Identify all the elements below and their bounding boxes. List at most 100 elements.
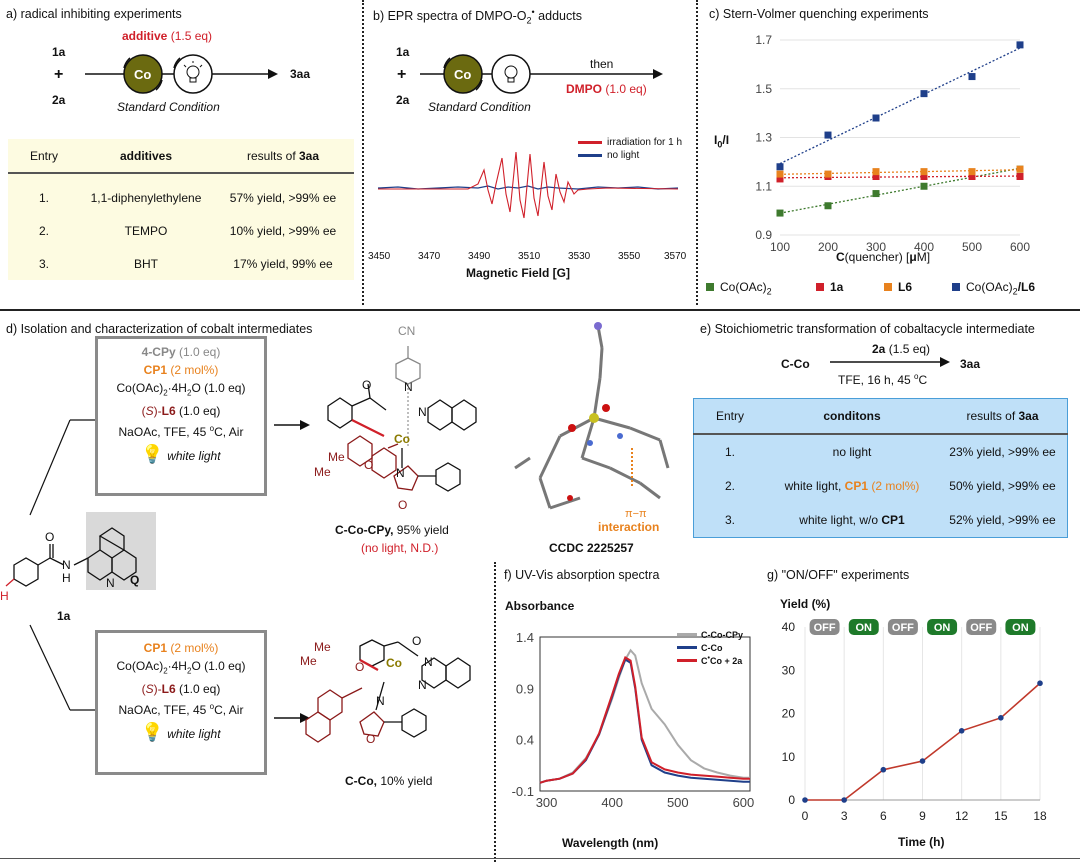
panel-d-connectors	[29, 419, 310, 723]
x-tick-label: 18	[1033, 809, 1047, 823]
cell: white light, CP1 (2 mol%)	[766, 469, 938, 503]
panel-b-title-post: adducts	[534, 9, 582, 24]
data-point-1a	[968, 173, 976, 180]
atom-n-p2a: N	[424, 655, 433, 669]
plus-sign-b: +	[397, 66, 407, 83]
data-point	[998, 715, 1004, 721]
legend-item: 1a	[816, 280, 843, 294]
condition-b: Standard Condition	[428, 100, 531, 114]
table-row: 1. 1,1-diphenylethylene 57% yield, >99% ee	[8, 173, 354, 214]
atom-n-q: N	[106, 576, 115, 590]
data-point-Co(OAc)2/L6	[824, 131, 832, 139]
x-tick-label: 200	[818, 240, 838, 254]
col-entry: Entry	[715, 409, 744, 423]
legend-swatch-navy	[578, 154, 602, 157]
cell: BHT	[134, 256, 158, 271]
spectrum-C-Co-CPy	[539, 648, 750, 784]
spectrum-C•Co + 2a	[539, 656, 750, 784]
panel-a-table: Entry additives results of 3aa 1. 1,1-dip…	[8, 139, 354, 280]
divider-bc	[696, 0, 698, 305]
data-point	[958, 728, 965, 734]
data-point-1a	[872, 173, 880, 180]
x-tick-label: 3	[841, 809, 848, 823]
sv-ylabel-main: I	[714, 133, 718, 147]
cond-s: S	[145, 682, 154, 697]
reactant-1a-b: 1a	[396, 45, 410, 59]
divider-bottom	[0, 858, 1080, 859]
legend-item: C-Co-CPy	[677, 628, 743, 641]
x-tick-label: 600	[1010, 240, 1030, 254]
legend-label: no light	[607, 150, 640, 161]
epr-xlabel: Magnetic Field [G]	[466, 266, 571, 280]
sv-xlabel-mu: μ	[909, 250, 917, 264]
prod1-yield: 95% yield	[393, 523, 449, 537]
table-row: 3. BHT 17% yield, 99% ee	[8, 247, 354, 280]
sub: 2	[186, 666, 192, 676]
x-tick-label: 0	[802, 809, 809, 823]
divider-ab	[362, 0, 364, 305]
cell-text: (2 mol%)	[868, 479, 920, 493]
cond-4cpy-eq: (1.0 eq)	[175, 345, 221, 359]
tick-label: 3550	[618, 251, 641, 262]
atom-o-p2b: O	[355, 660, 365, 674]
y-tick-label: 1.3	[755, 131, 772, 145]
dmpo-word: DMPO	[566, 82, 602, 96]
lightbulb-icon: 💡	[141, 444, 164, 465]
tick-label: 3450	[368, 251, 391, 262]
sub: 2	[163, 666, 168, 676]
data-point	[841, 797, 847, 803]
cell-text: white light,	[784, 479, 845, 493]
cell: 23% yield, >99% ee	[949, 445, 1056, 460]
legend-label: C	[701, 656, 708, 666]
legend-item: C•Co + 2a	[677, 654, 743, 667]
tick-label: 3490	[468, 251, 491, 262]
reagent-2a: 2a (1.5 eq)	[872, 342, 930, 356]
badge-label: ON	[1012, 622, 1029, 634]
col-conditions: conditons	[823, 409, 881, 423]
atom-cn: CN	[398, 324, 416, 338]
data-point-Co(OAc)2/L6	[872, 114, 880, 122]
cell: 2.	[38, 223, 49, 238]
x-tick-label: 300	[536, 795, 558, 810]
cell-cp1: CP1	[844, 479, 869, 493]
data-point-L6	[776, 170, 784, 178]
prod2-yield: 10% yield	[377, 774, 433, 788]
sv-ylabel-post: /I	[722, 133, 730, 147]
data-point-1a	[920, 173, 928, 180]
cond-cp1: CP1	[143, 363, 167, 377]
legend-label: L6	[898, 280, 913, 294]
badge-on	[1005, 619, 1036, 635]
sv-ylabel-sub: 0	[717, 139, 723, 150]
cond-cp1: CP1	[143, 641, 167, 655]
atom-n-p1c: N	[396, 466, 405, 480]
legend-label: 1a	[830, 280, 844, 294]
badge-label: OFF	[892, 622, 914, 634]
data-point-Co(OAc)2/L6	[1016, 41, 1024, 49]
legend-swatch-red	[578, 141, 602, 144]
sv-xlabel-main: C	[836, 250, 845, 264]
panel-e-arrow	[830, 357, 950, 367]
col-results: results of 3aa	[212, 139, 354, 173]
onoff-xlabel: Time (h)	[898, 835, 945, 849]
data-point-Co(OAc)2/L6	[920, 90, 928, 98]
sub: 2	[186, 388, 192, 398]
badge-label: OFF	[970, 622, 992, 634]
cond-light: white light	[167, 727, 221, 742]
col-results: results of 3aa	[938, 399, 1068, 435]
epr-irradiation-line	[378, 151, 679, 219]
product1-note: (no light, N.D.)	[361, 541, 439, 555]
col-results-text: results of	[246, 148, 299, 163]
panel-e-conditions: TFE, 16 h, 45 oC	[838, 372, 927, 387]
additive-word: additive	[122, 29, 168, 43]
y-tick-label: -0.1	[512, 784, 534, 799]
data-point	[919, 758, 926, 764]
cond-l6-eq: (1.0 eq)	[175, 404, 221, 419]
col-entry: Entry	[29, 148, 58, 163]
reagent-name: 2a	[872, 342, 886, 356]
atom-o-p1: O	[362, 378, 372, 392]
legend-item: irradiation for 1 h	[578, 136, 682, 149]
cell: TEMPO	[124, 223, 168, 238]
cell: white light, w/o CP1	[766, 503, 938, 538]
cond-naoac: NaOAc, TFE, 45	[118, 425, 210, 440]
cond-text: TFE, 16 h, 45	[838, 373, 915, 387]
